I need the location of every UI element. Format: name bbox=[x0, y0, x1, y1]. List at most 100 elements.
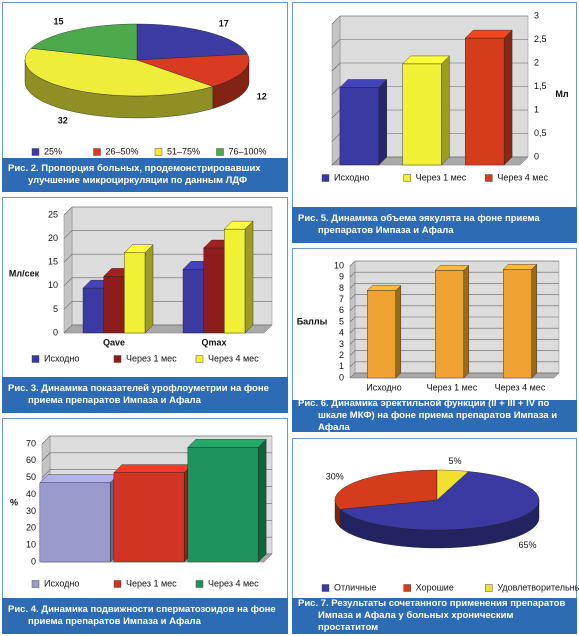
y-tick-label: 0 bbox=[53, 327, 58, 337]
legend-label: 51–75% bbox=[167, 146, 200, 156]
grid-line bbox=[349, 283, 559, 289]
legend-swatch bbox=[403, 174, 411, 182]
grid-line bbox=[349, 305, 559, 312]
legend-label: Удовлетворительные bbox=[497, 582, 579, 592]
y-tick-label: 1 bbox=[339, 361, 344, 371]
y-tick-label: 1 bbox=[534, 104, 539, 114]
slice bbox=[30, 23, 138, 61]
y-tick-label: 10 bbox=[334, 260, 344, 270]
y-tick-label: 0,5 bbox=[534, 128, 547, 138]
legend-swatch bbox=[321, 584, 330, 592]
caption: Рис. 7. Результаты сочетанного применени… bbox=[292, 598, 577, 634]
chart-bar: 0 0,5 1 1,5 2 2,5 3 Мл Исходно Через 1 мес Через 4… bbox=[321, 10, 569, 182]
slice bbox=[334, 469, 438, 510]
legend-swatch bbox=[485, 584, 493, 592]
y-tick-label: 2 bbox=[339, 350, 344, 360]
y-tick-label: 0 bbox=[534, 151, 539, 161]
bar bbox=[402, 63, 442, 166]
slice bbox=[24, 48, 214, 97]
y-tick-label: 9 bbox=[339, 272, 344, 282]
legend-swatch bbox=[31, 355, 40, 363]
value-label: 65% bbox=[519, 540, 537, 550]
grid-line bbox=[349, 339, 559, 345]
legend-label: Исходно bbox=[44, 353, 79, 363]
y-axis-label: Баллы bbox=[297, 316, 328, 326]
grid-line bbox=[349, 327, 559, 334]
bar-top bbox=[434, 265, 470, 271]
legend-swatch bbox=[321, 174, 330, 182]
bar bbox=[103, 276, 125, 334]
y-axis-label: Мл/сек bbox=[9, 268, 40, 278]
chart-bar: 0 5 10 15 20 25 Мл/сек Qave Qmax Исходно Через 1 м… bbox=[9, 206, 273, 363]
grid-line bbox=[63, 230, 272, 239]
y-tick-label: 4 bbox=[339, 328, 344, 338]
y-axis-label: % bbox=[10, 497, 18, 507]
value-label: 12 bbox=[257, 92, 267, 102]
bar-side bbox=[531, 263, 537, 379]
side-wall bbox=[63, 206, 73, 334]
bar bbox=[124, 252, 146, 334]
bar bbox=[339, 87, 379, 166]
grid-line bbox=[349, 271, 559, 278]
y-tick-label: 25 bbox=[48, 209, 58, 219]
x-tick-label: Qave bbox=[103, 337, 125, 347]
bar bbox=[465, 37, 505, 166]
x-tick-label: Исходно bbox=[366, 382, 401, 392]
grid-line bbox=[41, 435, 272, 445]
value-label: 5% bbox=[449, 456, 462, 466]
value-label: 30% bbox=[326, 471, 344, 481]
bar-top bbox=[502, 264, 538, 270]
legend-swatch bbox=[93, 148, 101, 156]
bar bbox=[224, 228, 246, 334]
slice bbox=[436, 469, 469, 501]
legend-swatch bbox=[195, 580, 204, 588]
y-tick-label: 10 bbox=[48, 280, 58, 290]
y-tick-label: 60 bbox=[26, 455, 36, 465]
y-axis-label: Мл bbox=[555, 89, 568, 99]
bar-top bbox=[464, 29, 513, 39]
y-tick-label: 8 bbox=[339, 283, 344, 293]
chart-pie: 17 12 32 15 25% 26–50% 51–75% 76–100% bbox=[24, 16, 267, 156]
caption: Рис. 5. Динамика объема эякулята на фоне… bbox=[292, 207, 577, 243]
grid-line bbox=[349, 372, 559, 379]
slice bbox=[339, 471, 540, 531]
legend-swatch bbox=[216, 148, 224, 156]
value-label: 32 bbox=[58, 116, 68, 126]
legend-label: Через 1 мес bbox=[126, 353, 177, 363]
y-tick-label: 10 bbox=[26, 540, 36, 550]
bar-side bbox=[441, 55, 450, 166]
y-tick-label: 30 bbox=[26, 506, 36, 516]
bar-side bbox=[463, 264, 469, 379]
y-tick-label: 0 bbox=[31, 556, 36, 566]
y-tick-label: 40 bbox=[26, 489, 36, 499]
y-tick-label: 70 bbox=[26, 438, 36, 448]
grid-line bbox=[349, 260, 559, 267]
bar-side bbox=[395, 285, 401, 379]
bar-top bbox=[113, 464, 193, 473]
bar-side bbox=[144, 244, 154, 334]
bar bbox=[182, 269, 204, 334]
bar-top bbox=[402, 55, 450, 65]
chart-pie: 65% 30% 5% Отличные Хорошие Удовлетворительны… bbox=[321, 456, 579, 592]
caption: Рис. 2. Пропорция больных, продемонстрир… bbox=[2, 158, 288, 192]
bar-top bbox=[339, 79, 388, 88]
legend-label: Через 1 мес bbox=[416, 172, 467, 182]
legend-label: Исходно bbox=[334, 172, 369, 182]
grid-line bbox=[63, 206, 272, 216]
grid-line bbox=[349, 294, 559, 300]
legend-swatch bbox=[403, 584, 411, 592]
grid-line bbox=[349, 350, 559, 356]
legend-label: Через 1 мес bbox=[126, 578, 177, 588]
bar bbox=[203, 247, 225, 334]
legend-swatch bbox=[195, 355, 204, 363]
legend-label: 26–50% bbox=[106, 146, 139, 156]
grid-line bbox=[349, 361, 559, 368]
bar-side bbox=[378, 78, 387, 166]
grid-line bbox=[331, 15, 528, 25]
y-tick-label: 2 bbox=[534, 57, 539, 67]
bar bbox=[435, 270, 464, 379]
y-tick-label: 3 bbox=[534, 10, 539, 20]
